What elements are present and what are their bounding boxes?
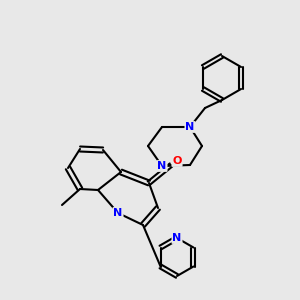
Text: N: N — [113, 208, 123, 218]
Text: N: N — [158, 161, 166, 171]
Text: N: N — [172, 233, 182, 243]
Text: N: N — [185, 122, 195, 132]
Text: O: O — [172, 156, 182, 166]
